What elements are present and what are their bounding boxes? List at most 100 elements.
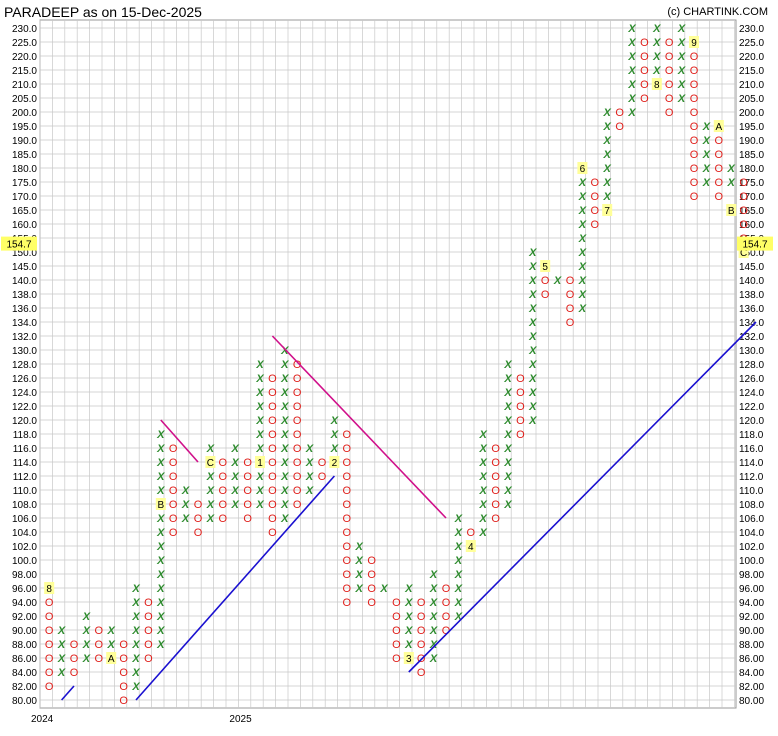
y-tick-label-left: 200.0 (12, 108, 37, 119)
x-mark: X (57, 653, 66, 665)
x-mark: X (206, 471, 215, 483)
o-mark: O (70, 639, 79, 651)
x-mark: X (503, 429, 512, 441)
x-mark: X (479, 527, 488, 539)
x-mark: X (379, 583, 388, 595)
o-mark: O (715, 177, 724, 189)
x-mark: X (404, 597, 413, 609)
x-mark: X (156, 429, 165, 441)
o-mark: O (367, 569, 376, 581)
o-mark: O (119, 681, 128, 693)
x-mark: X (454, 527, 463, 539)
x-mark: X (131, 611, 140, 623)
o-mark: O (690, 135, 699, 147)
y-tick-label-left: 104.0 (12, 528, 37, 539)
o-mark: O (343, 527, 352, 539)
x-mark: X (255, 373, 264, 385)
o-mark: O (169, 513, 178, 525)
x-mark: X (578, 219, 587, 231)
y-tick-label-right: 180.0 (739, 164, 764, 175)
x-mark: X (355, 541, 364, 553)
x-mark: X (727, 163, 736, 175)
x-mark: X (702, 135, 711, 147)
o-mark: O (119, 653, 128, 665)
o-mark: O (417, 611, 426, 623)
y-tick-label-right: 140.0 (739, 276, 764, 287)
chart-title: PARADEEP as on 15-Dec-2025 (4, 4, 202, 20)
o-mark: O (491, 499, 500, 511)
x-mark: X (280, 443, 289, 455)
x-mark: X (429, 569, 438, 581)
o-mark: O (45, 667, 54, 679)
o-mark: O (293, 471, 302, 483)
x-mark: X (454, 555, 463, 567)
x-mark: X (82, 639, 91, 651)
o-mark: O (293, 415, 302, 427)
x-mark: X (677, 23, 686, 35)
y-tick-label-right: 82.00 (739, 682, 764, 693)
x-mark: X (305, 457, 314, 469)
x-mark: X (206, 443, 215, 455)
o-mark: O (739, 219, 748, 231)
y-tick-label-right: 102.0 (739, 542, 764, 553)
month-marker: C (740, 248, 747, 259)
o-mark: O (293, 359, 302, 371)
o-mark: O (268, 457, 277, 469)
o-mark: O (144, 597, 153, 609)
y-tick-label-right: 80.00 (739, 696, 764, 707)
o-mark: O (219, 499, 228, 511)
o-mark: O (45, 611, 54, 623)
o-mark: O (194, 499, 203, 511)
x-mark: X (578, 191, 587, 203)
x-mark: X (429, 583, 438, 595)
o-mark: O (665, 79, 674, 91)
x-mark: X (330, 415, 339, 427)
x-mark: X (528, 387, 537, 399)
x-mark: X (156, 471, 165, 483)
x-mark: X (107, 639, 116, 651)
o-mark: O (665, 37, 674, 49)
o-mark: O (268, 387, 277, 399)
o-mark: O (715, 135, 724, 147)
x-mark: X (603, 163, 612, 175)
y-tick-label-right: 128.0 (739, 360, 764, 371)
y-tick-label-right: 112.0 (739, 472, 764, 483)
y-tick-label-left: 130.0 (12, 346, 37, 357)
y-tick-label-right: 165.0 (739, 206, 764, 217)
marker-bg (577, 162, 588, 174)
x-mark: X (429, 625, 438, 637)
y-tick-label-left: 205.0 (12, 94, 37, 105)
y-tick-label-right: 230.0 (739, 24, 764, 35)
x-mark: X (603, 149, 612, 161)
y-tick-label-right: 150.0 (739, 248, 764, 259)
o-mark: O (45, 639, 54, 651)
y-tick-label-right: 84.00 (739, 668, 764, 679)
y-tick-label-left: 96.00 (12, 584, 37, 595)
marker-bg (329, 456, 340, 468)
o-mark: O (516, 387, 525, 399)
y-tick-label-right: 138.0 (739, 290, 764, 301)
x-mark: X (528, 373, 537, 385)
o-mark: O (268, 513, 277, 525)
o-mark: O (343, 541, 352, 553)
o-mark: O (392, 653, 401, 665)
y-tick-label-right: 130.0 (739, 346, 764, 357)
month-marker: B (728, 206, 735, 217)
o-mark: O (516, 429, 525, 441)
o-mark: O (591, 205, 600, 217)
marker-bg (540, 260, 551, 272)
y-tick-label-left: 160.0 (12, 220, 37, 231)
o-mark: O (293, 443, 302, 455)
x-mark: X (528, 401, 537, 413)
x-mark: X (677, 93, 686, 105)
y-tick-label-left: 138.0 (12, 290, 37, 301)
o-mark: O (243, 485, 252, 497)
x-mark: X (181, 499, 190, 511)
x-mark: X (429, 653, 438, 665)
x-mark: X (107, 625, 116, 637)
x-mark: X (280, 429, 289, 441)
x-mark: X (206, 499, 215, 511)
o-mark: O (343, 513, 352, 525)
y-tick-label-right: 220.0 (739, 52, 764, 63)
marker-bg (651, 78, 662, 90)
